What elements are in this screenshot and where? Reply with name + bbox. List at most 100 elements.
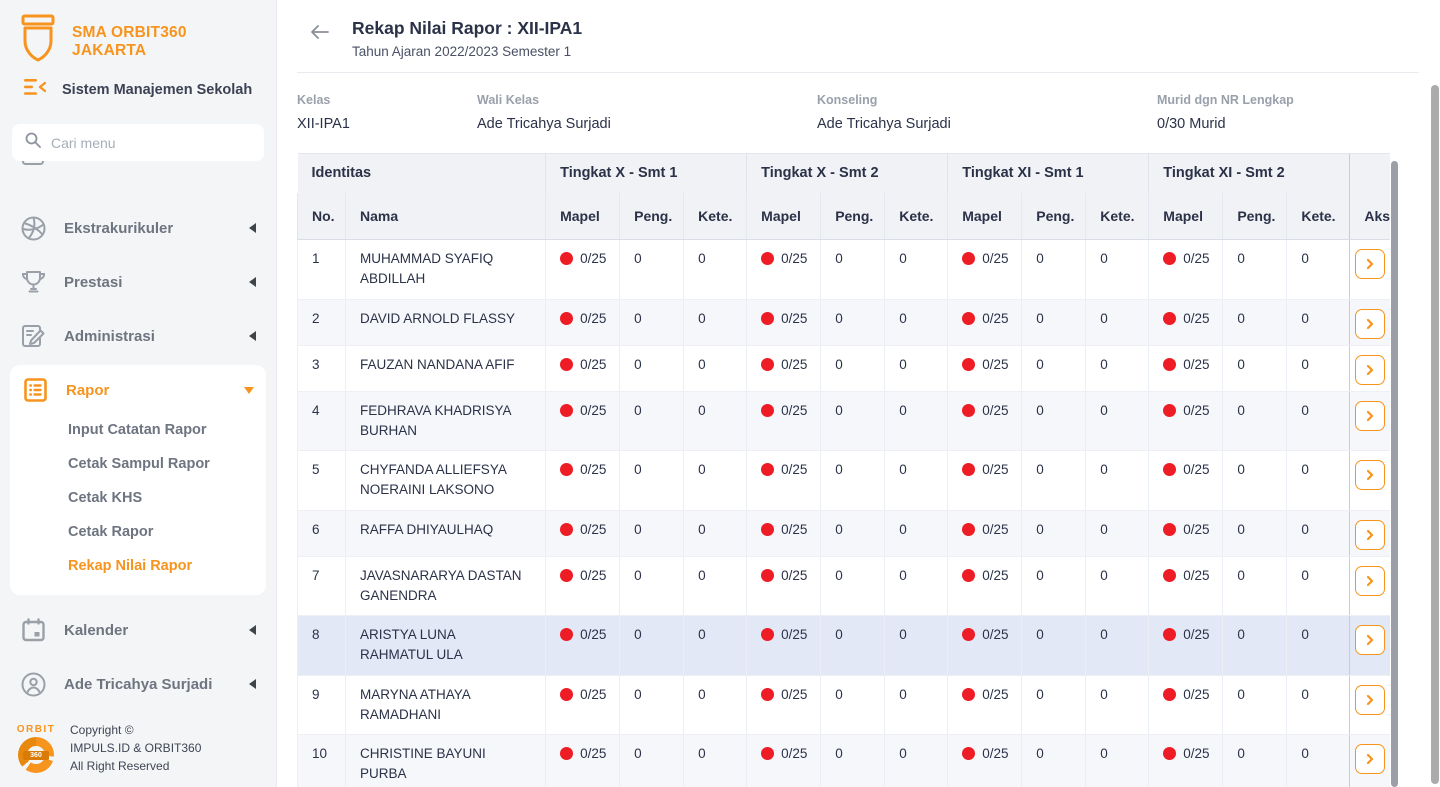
row-number: 10 bbox=[298, 735, 346, 787]
sidebar-item-administrasi[interactable]: Administrasi bbox=[0, 309, 276, 363]
sidebar-item-cetak-khs[interactable]: Cetak KHS bbox=[10, 481, 266, 515]
app-tagline: Sistem Manajemen Sekolah bbox=[62, 82, 252, 98]
chevron-right-icon bbox=[1364, 575, 1376, 587]
sidebar-item-prestasi[interactable]: Prestasi bbox=[0, 255, 276, 309]
mapel-cell: 0/25 bbox=[747, 556, 821, 616]
mapel-cell: 0/25 bbox=[948, 556, 1022, 616]
row-number: 9 bbox=[298, 675, 346, 735]
row-detail-button[interactable] bbox=[1355, 401, 1385, 431]
peng-cell: 0 bbox=[1022, 345, 1086, 391]
class-info-row: Kelas XII-IPA1 Wali Kelas Ade Tricahya S… bbox=[277, 73, 1440, 132]
incomplete-status-icon bbox=[1163, 252, 1176, 265]
aksi-cell bbox=[1350, 240, 1390, 300]
sidebar-item-tata-tertib[interactable]: Tata Tertib bbox=[0, 161, 276, 177]
chevron-right-icon bbox=[1364, 529, 1376, 541]
peng-cell: 0 bbox=[1223, 616, 1287, 676]
group-header-aksi-empty bbox=[1350, 154, 1390, 193]
page-scrollbar[interactable] bbox=[1431, 85, 1439, 784]
student-name: RAFFA DHIYAULHAQ bbox=[346, 510, 546, 556]
row-detail-button[interactable] bbox=[1355, 566, 1385, 596]
student-name: ARISTYA LUNA RAHMATUL ULA bbox=[346, 616, 546, 676]
aksi-cell bbox=[1350, 510, 1390, 556]
main-content: Rekap Nilai Rapor : XII-IPA1 Tahun Ajara… bbox=[277, 0, 1440, 787]
peng-cell: 0 bbox=[1022, 675, 1086, 735]
student-row[interactable]: 7JAVASNARARYA DASTAN GANENDRA0/25000/250… bbox=[298, 556, 1391, 616]
incomplete-status-icon bbox=[560, 628, 573, 641]
student-name: DAVID ARNOLD FLASSY bbox=[346, 299, 546, 345]
mapel-cell: 0/25 bbox=[1149, 675, 1223, 735]
table-scrollbar[interactable] bbox=[1391, 161, 1398, 787]
mapel-cell: 0/25 bbox=[747, 240, 821, 300]
sidebar-footer: ORBIT 360 Copyright © IMPULS.ID & ORBIT3… bbox=[0, 711, 276, 787]
mapel-cell: 0/25 bbox=[1149, 556, 1223, 616]
row-detail-button[interactable] bbox=[1355, 309, 1385, 339]
sidebar-collapse-icon[interactable] bbox=[24, 79, 46, 100]
incomplete-status-icon bbox=[560, 688, 573, 701]
col-header-peng: Peng. bbox=[1223, 193, 1287, 240]
mapel-cell: 0/25 bbox=[546, 675, 620, 735]
peng-cell: 0 bbox=[1223, 299, 1287, 345]
row-detail-button[interactable] bbox=[1355, 460, 1385, 490]
student-row[interactable]: 8ARISTYA LUNA RAHMATUL ULA0/25000/25000/… bbox=[298, 616, 1391, 676]
kete-cell: 0 bbox=[1086, 391, 1149, 451]
row-number: 8 bbox=[298, 616, 346, 676]
kete-cell: 0 bbox=[885, 735, 948, 787]
col-header-kete: Kete. bbox=[684, 193, 747, 240]
sidebar-item-input-catatan-rapor[interactable]: Input Catatan Rapor bbox=[10, 413, 266, 447]
peng-cell: 0 bbox=[620, 240, 684, 300]
chevron-right-icon bbox=[1364, 694, 1376, 706]
incomplete-status-icon bbox=[962, 404, 975, 417]
kete-cell: 0 bbox=[684, 345, 747, 391]
student-row[interactable]: 10CHRISTINE BAYUNI PURBA0/25000/25000/25… bbox=[298, 735, 1391, 787]
sidebar-item-rapor[interactable]: Rapor bbox=[10, 367, 266, 413]
chevron-collapsed-icon bbox=[249, 625, 256, 635]
peng-cell: 0 bbox=[620, 345, 684, 391]
student-row[interactable]: 3FAUZAN NANDANA AFIF0/25000/25000/25000/… bbox=[298, 345, 1391, 391]
student-row[interactable]: 1MUHAMMAD SYAFIQ ABDILLAH0/25000/25000/2… bbox=[298, 240, 1391, 300]
incomplete-status-icon bbox=[1163, 358, 1176, 371]
row-detail-button[interactable] bbox=[1355, 249, 1385, 279]
row-detail-button[interactable] bbox=[1355, 625, 1385, 655]
volleyball-icon bbox=[20, 216, 46, 241]
col-header-kete: Kete. bbox=[885, 193, 948, 240]
search-input[interactable] bbox=[51, 135, 231, 151]
mapel-cell: 0/25 bbox=[948, 391, 1022, 451]
incomplete-status-icon bbox=[962, 747, 975, 760]
peng-cell: 0 bbox=[620, 451, 684, 511]
kete-cell: 0 bbox=[684, 391, 747, 451]
student-row[interactable]: 6RAFFA DHIYAULHAQ0/25000/25000/25000/250… bbox=[298, 510, 1391, 556]
info-konseling: Konseling Ade Tricahya Surjadi bbox=[817, 93, 1157, 132]
peng-cell: 0 bbox=[1022, 510, 1086, 556]
kete-cell: 0 bbox=[684, 556, 747, 616]
student-row[interactable]: 4FEDHRAVA KHADRISYA BURHAN0/25000/25000/… bbox=[298, 391, 1391, 451]
incomplete-status-icon bbox=[761, 404, 774, 417]
student-row[interactable]: 5CHYFANDA ALLIEFSYA NOERAINI LAKSONO0/25… bbox=[298, 451, 1391, 511]
peng-cell: 0 bbox=[1022, 451, 1086, 511]
menu-search[interactable] bbox=[12, 124, 264, 161]
peng-cell: 0 bbox=[620, 735, 684, 787]
col-header-mapel: Mapel bbox=[747, 193, 821, 240]
kete-cell: 0 bbox=[684, 675, 747, 735]
row-detail-button[interactable] bbox=[1355, 685, 1385, 715]
sidebar-item-cetak-rapor[interactable]: Cetak Rapor bbox=[10, 515, 266, 549]
peng-cell: 0 bbox=[1223, 556, 1287, 616]
incomplete-status-icon bbox=[560, 569, 573, 582]
row-detail-button[interactable] bbox=[1355, 520, 1385, 550]
row-detail-button[interactable] bbox=[1355, 744, 1385, 774]
student-row[interactable]: 9MARYNA ATHAYA RAMADHANI0/25000/25000/25… bbox=[298, 675, 1391, 735]
row-detail-button[interactable] bbox=[1355, 355, 1385, 385]
sidebar-item-cetak-sampul-rapor[interactable]: Cetak Sampul Rapor bbox=[10, 447, 266, 481]
peng-cell: 0 bbox=[1223, 391, 1287, 451]
col-header-aksi: Aksi bbox=[1350, 193, 1390, 240]
sidebar-item-profile[interactable]: Ade Tricahya Surjadi bbox=[0, 657, 276, 711]
sidebar-item-kalender[interactable]: Kalender bbox=[0, 603, 276, 657]
peng-cell: 0 bbox=[821, 735, 885, 787]
incomplete-status-icon bbox=[761, 628, 774, 641]
mapel-cell: 0/25 bbox=[546, 451, 620, 511]
page-subtitle: Tahun Ajaran 2022/2023 Semester 1 bbox=[352, 44, 582, 59]
sidebar-item-ekstrakurikuler[interactable]: Ekstrakurikuler bbox=[0, 201, 276, 255]
student-row[interactable]: 2DAVID ARNOLD FLASSY0/25000/25000/25000/… bbox=[298, 299, 1391, 345]
peng-cell: 0 bbox=[620, 391, 684, 451]
sidebar-item-rekap-nilai-rapor[interactable]: Rekap Nilai Rapor bbox=[10, 549, 266, 583]
back-arrow-button[interactable] bbox=[310, 24, 329, 45]
